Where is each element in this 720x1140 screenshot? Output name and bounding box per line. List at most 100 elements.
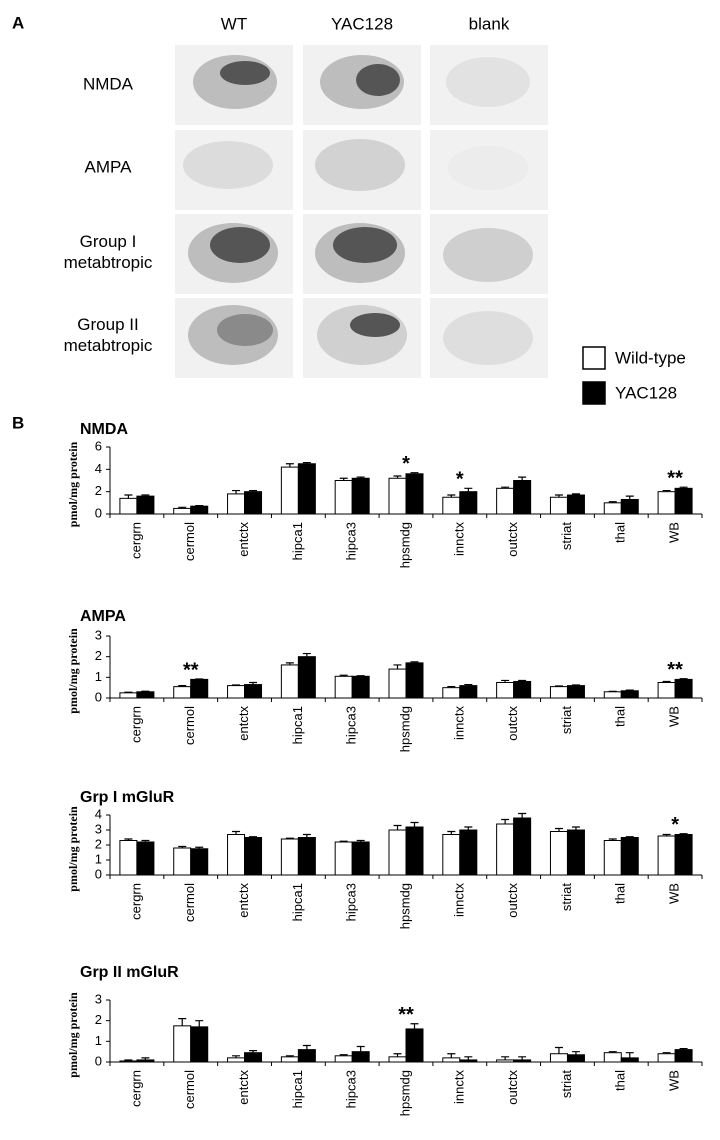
error-bar xyxy=(554,685,563,687)
x-tick-label: innctx xyxy=(451,522,466,556)
bar xyxy=(496,487,515,515)
error-bar xyxy=(554,827,563,832)
x-tick-label: outctx xyxy=(505,706,520,741)
x-tick-label: WB xyxy=(667,883,682,904)
bar xyxy=(459,1059,478,1063)
error-bar xyxy=(285,1055,294,1057)
bar xyxy=(388,1056,407,1063)
error-bar xyxy=(662,1052,671,1054)
bar xyxy=(280,838,299,876)
bar xyxy=(674,1049,693,1063)
significance-marker: ** xyxy=(183,659,199,681)
error-bar xyxy=(232,489,241,494)
error-bar xyxy=(662,833,671,836)
x-tick-label: striat xyxy=(559,1070,574,1099)
bar xyxy=(190,1026,209,1063)
x-tick-label: cermol xyxy=(182,522,197,561)
error-bar xyxy=(518,812,527,818)
y-tick-label: 1 xyxy=(95,1033,102,1048)
error-bar xyxy=(410,472,419,474)
bar xyxy=(173,686,192,699)
column-header: YAC128 xyxy=(331,14,393,33)
error-bar xyxy=(393,664,402,670)
error-bar xyxy=(518,476,527,481)
error-bar xyxy=(679,678,688,680)
bar xyxy=(620,1057,639,1063)
chart-title: Grp II mGluR xyxy=(80,964,179,981)
significance-marker: ** xyxy=(667,467,683,489)
error-bar xyxy=(447,494,456,498)
bar xyxy=(280,1056,299,1063)
y-tick-label: 6 xyxy=(95,438,102,453)
bar xyxy=(173,507,192,515)
error-bar xyxy=(571,684,580,686)
bar xyxy=(297,837,316,876)
error-bar xyxy=(124,691,133,693)
bar xyxy=(388,477,407,515)
error-bar xyxy=(447,686,456,688)
bar xyxy=(657,1053,676,1063)
error-bar xyxy=(662,489,671,492)
bar xyxy=(136,495,155,515)
bar xyxy=(603,691,622,699)
bar xyxy=(566,494,585,515)
bar xyxy=(657,682,676,699)
x-tick-label: thal xyxy=(613,706,628,727)
bar xyxy=(244,491,263,515)
error-bar xyxy=(232,1055,241,1058)
bar xyxy=(549,831,568,876)
bar xyxy=(227,493,246,515)
error-bar xyxy=(608,1051,617,1053)
error-bar xyxy=(393,475,402,479)
x-tick-label: innctx xyxy=(451,1070,466,1104)
error-bar xyxy=(249,1050,258,1053)
bar xyxy=(173,1025,192,1063)
x-tick-label: entctx xyxy=(236,706,251,741)
x-tick-label: hipca1 xyxy=(290,706,305,744)
significance-marker: ** xyxy=(667,659,683,681)
bar xyxy=(566,1054,585,1063)
error-bar xyxy=(302,1044,311,1050)
bar xyxy=(603,1052,622,1063)
bar xyxy=(513,480,532,515)
y-tick-label: 0 xyxy=(95,866,102,881)
row-label: Group II xyxy=(77,315,138,334)
error-bar xyxy=(608,501,617,503)
bar xyxy=(566,685,585,699)
x-tick-label: cermol xyxy=(182,883,197,922)
x-tick-label: thal xyxy=(613,1070,628,1091)
error-bar xyxy=(178,1018,187,1026)
bar xyxy=(566,829,585,876)
error-bar xyxy=(141,690,150,692)
y-axis-label: pmol/mg protein xyxy=(66,441,80,527)
y-axis-label: pmol/mg protein xyxy=(66,992,80,1078)
bar xyxy=(603,502,622,515)
y-tick-label: 3 xyxy=(95,991,102,1006)
y-tick-label: 3 xyxy=(95,821,102,836)
y-tick-label: 0 xyxy=(95,505,102,520)
bar xyxy=(351,675,370,699)
x-tick-label: cergrn xyxy=(128,522,143,559)
bar xyxy=(513,680,532,699)
y-tick-label: 0 xyxy=(95,689,102,704)
error-bar xyxy=(679,833,688,835)
x-tick-label: cermol xyxy=(182,706,197,745)
error-bar xyxy=(464,826,473,830)
error-bar xyxy=(518,1056,527,1060)
error-bar xyxy=(249,836,258,838)
error-bar xyxy=(679,1047,688,1050)
x-tick-label: hipca1 xyxy=(290,883,305,921)
bar xyxy=(227,1057,246,1063)
significance-marker: ** xyxy=(398,1004,414,1026)
error-bar xyxy=(339,840,348,842)
significance-marker: * xyxy=(456,469,464,491)
bar xyxy=(136,691,155,699)
legend: Wild-type YAC128 xyxy=(582,346,686,405)
error-bar xyxy=(625,836,634,838)
error-bar xyxy=(285,463,294,468)
error-bar xyxy=(302,462,311,464)
x-tick-label: cergrn xyxy=(128,883,143,920)
